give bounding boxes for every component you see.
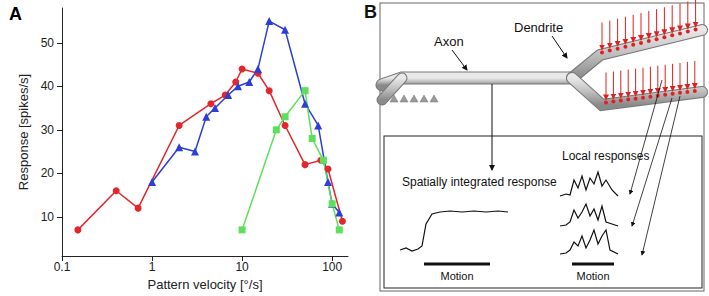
svg-text:Axon: Axon <box>434 34 464 49</box>
svg-text:Spatially integrated response: Spatially integrated response <box>402 175 557 189</box>
svg-text:Local responses: Local responses <box>562 149 649 163</box>
svg-text:A: A <box>9 4 22 24</box>
svg-text:10: 10 <box>235 260 249 274</box>
svg-text:Motion: Motion <box>440 270 473 282</box>
svg-text:0.1: 0.1 <box>54 260 71 274</box>
svg-text:30: 30 <box>41 123 55 137</box>
svg-text:100: 100 <box>322 260 342 274</box>
svg-text:Dendrite: Dendrite <box>514 20 563 35</box>
svg-text:Response [spikes/s]: Response [spikes/s] <box>16 74 31 190</box>
svg-text:40: 40 <box>41 79 55 93</box>
svg-text:Pattern velocity [°/s]: Pattern velocity [°/s] <box>147 277 262 292</box>
svg-text:1: 1 <box>149 260 156 274</box>
svg-text:50: 50 <box>41 36 55 50</box>
svg-text:Motion: Motion <box>576 270 609 282</box>
svg-text:B: B <box>364 2 377 22</box>
svg-text:20: 20 <box>41 166 55 180</box>
svg-text:10: 10 <box>41 210 55 224</box>
